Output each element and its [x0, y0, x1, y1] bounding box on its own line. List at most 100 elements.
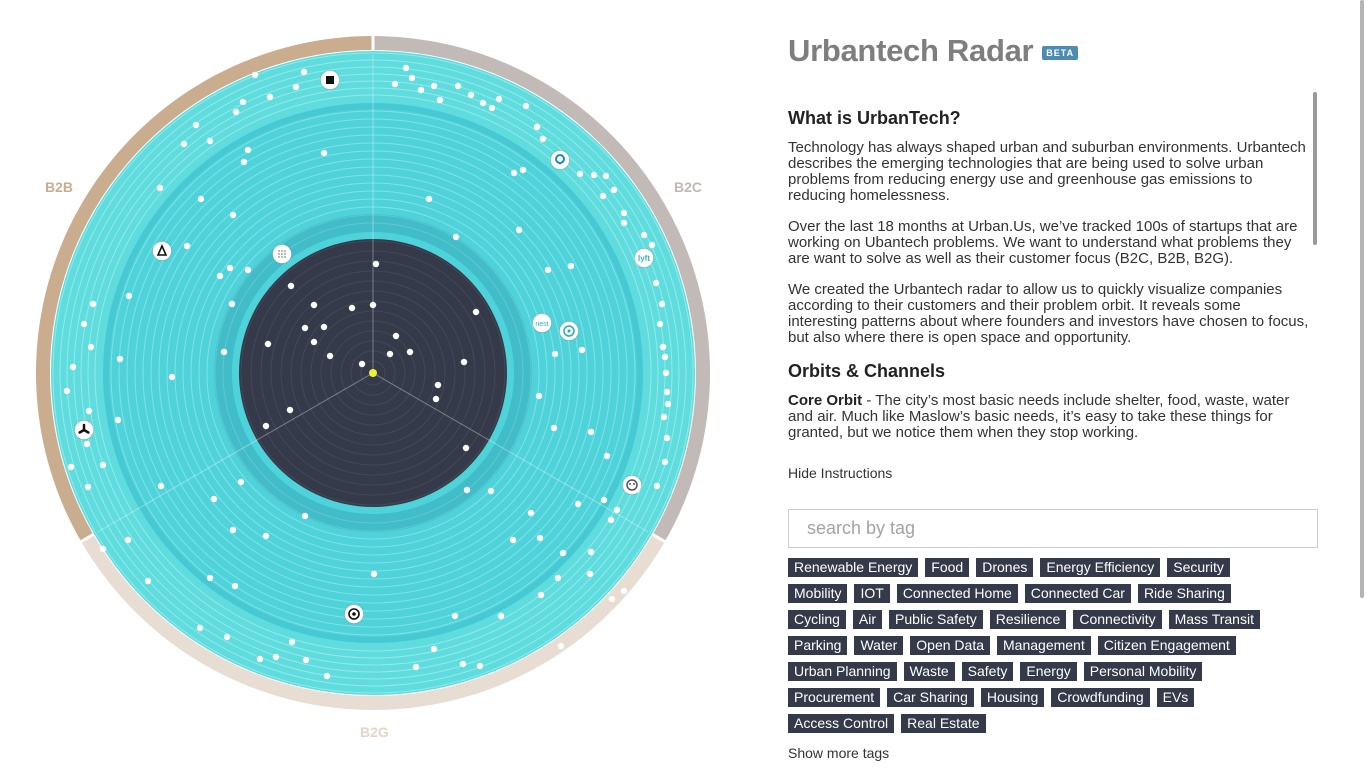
- company-dot[interactable]: [652, 279, 660, 287]
- company-dot[interactable]: [114, 416, 122, 424]
- company-dot[interactable]: [310, 338, 318, 346]
- company-dot[interactable]: [256, 655, 264, 663]
- company-dot[interactable]: [358, 360, 366, 368]
- company-dot[interactable]: [89, 300, 97, 308]
- company-dot[interactable]: [535, 392, 543, 400]
- company-dot[interactable]: [578, 346, 586, 354]
- company-dot[interactable]: [320, 149, 328, 157]
- company-dot[interactable]: [522, 102, 530, 110]
- company-dot[interactable]: [574, 500, 582, 508]
- tag-ride-sharing[interactable]: Ride Sharing: [1137, 584, 1231, 603]
- tag-mobility[interactable]: Mobility: [788, 584, 848, 603]
- company-dot[interactable]: [603, 452, 611, 460]
- company-dot[interactable]: [602, 172, 610, 180]
- company-dot[interactable]: [567, 262, 575, 270]
- tag-water[interactable]: Water: [854, 636, 904, 655]
- nest-icon[interactable]: nest: [532, 313, 552, 333]
- company-dot[interactable]: [99, 461, 107, 469]
- fan-icon[interactable]: [74, 420, 94, 440]
- company-dot[interactable]: [228, 300, 236, 308]
- company-dot[interactable]: [488, 104, 496, 112]
- company-dot[interactable]: [408, 74, 416, 82]
- lyft-icon[interactable]: lyft: [634, 248, 654, 268]
- tag-access-control[interactable]: Access Control: [788, 714, 895, 733]
- company-dot[interactable]: [157, 482, 165, 490]
- tag-security[interactable]: Security: [1167, 558, 1230, 577]
- company-dot[interactable]: [80, 320, 88, 328]
- company-dot[interactable]: [301, 324, 309, 332]
- company-dot[interactable]: [262, 532, 270, 540]
- company-dot[interactable]: [662, 369, 670, 377]
- company-dot[interactable]: [653, 482, 661, 490]
- company-dot[interactable]: [239, 98, 247, 106]
- tag-citizen-engagement[interactable]: Citizen Engagement: [1097, 636, 1236, 655]
- company-dot[interactable]: [288, 638, 296, 646]
- square-icon[interactable]: [320, 70, 340, 90]
- company-dot[interactable]: [67, 463, 75, 471]
- tag-connected-home[interactable]: Connected Home: [896, 584, 1018, 603]
- company-dot[interactable]: [391, 80, 399, 88]
- company-dot[interactable]: [251, 71, 259, 79]
- company-dot[interactable]: [412, 663, 420, 671]
- company-dot[interactable]: [124, 536, 132, 544]
- company-dot[interactable]: [550, 424, 558, 432]
- company-dot[interactable]: [425, 195, 433, 203]
- tag-energy-efficiency[interactable]: Energy Efficiency: [1040, 558, 1161, 577]
- company-dot[interactable]: [232, 108, 240, 116]
- company-dot[interactable]: [509, 536, 517, 544]
- tag-car-sharing[interactable]: Car Sharing: [887, 688, 974, 707]
- company-dot[interactable]: [370, 570, 378, 578]
- company-dot[interactable]: [287, 282, 295, 290]
- company-dot[interactable]: [310, 301, 318, 309]
- company-dot[interactable]: [610, 186, 618, 194]
- company-dot[interactable]: [264, 340, 272, 348]
- company-dot[interactable]: [144, 577, 152, 585]
- company-dot[interactable]: [599, 192, 607, 200]
- company-dot[interactable]: [229, 211, 237, 219]
- tag-urban-planning[interactable]: Urban Planning: [788, 662, 897, 681]
- company-dot[interactable]: [608, 595, 616, 603]
- company-dot[interactable]: [554, 574, 562, 582]
- company-dot[interactable]: [663, 434, 671, 442]
- tag-air[interactable]: Air: [852, 610, 883, 629]
- tag-search-input[interactable]: [788, 509, 1318, 548]
- company-dot[interactable]: [320, 323, 328, 331]
- company-dot[interactable]: [600, 496, 608, 504]
- company-dot[interactable]: [660, 413, 668, 421]
- tag-public-safety[interactable]: Public Safety: [889, 610, 983, 629]
- company-dot[interactable]: [180, 140, 188, 148]
- company-dot[interactable]: [620, 587, 628, 595]
- tag-resilience[interactable]: Resilience: [989, 610, 1067, 629]
- company-dot[interactable]: [402, 64, 410, 72]
- company-dot[interactable]: [559, 549, 567, 557]
- tag-parking[interactable]: Parking: [788, 636, 848, 655]
- company-dot[interactable]: [240, 158, 248, 166]
- company-dot[interactable]: [244, 266, 252, 274]
- company-dot[interactable]: [430, 82, 438, 90]
- company-dot[interactable]: [663, 388, 671, 396]
- company-dot[interactable]: [586, 570, 594, 578]
- company-dot[interactable]: [607, 516, 615, 524]
- company-dot[interactable]: [300, 68, 308, 76]
- company-dot[interactable]: [463, 486, 471, 494]
- company-dot[interactable]: [459, 660, 467, 668]
- robot-icon[interactable]: [622, 475, 642, 495]
- company-dot[interactable]: [557, 642, 565, 650]
- company-dot[interactable]: [223, 633, 231, 641]
- company-dot[interactable]: [454, 82, 462, 90]
- tag-iot[interactable]: IOT: [854, 584, 890, 603]
- tag-safety[interactable]: Safety: [961, 662, 1014, 681]
- company-dot[interactable]: [386, 350, 394, 358]
- company-dot[interactable]: [229, 526, 237, 534]
- company-dot[interactable]: [406, 348, 414, 356]
- company-dot[interactable]: [197, 195, 205, 203]
- company-dot[interactable]: [583, 644, 591, 652]
- tag-management[interactable]: Management: [997, 636, 1091, 655]
- company-dot[interactable]: [125, 292, 133, 300]
- company-dot[interactable]: [302, 656, 310, 664]
- tag-evs[interactable]: EVs: [1156, 688, 1195, 707]
- company-dot[interactable]: [515, 226, 523, 234]
- show-more-tags-link[interactable]: Show more tags: [788, 745, 890, 761]
- company-dot[interactable]: [436, 96, 444, 104]
- target-icon[interactable]: [344, 604, 364, 624]
